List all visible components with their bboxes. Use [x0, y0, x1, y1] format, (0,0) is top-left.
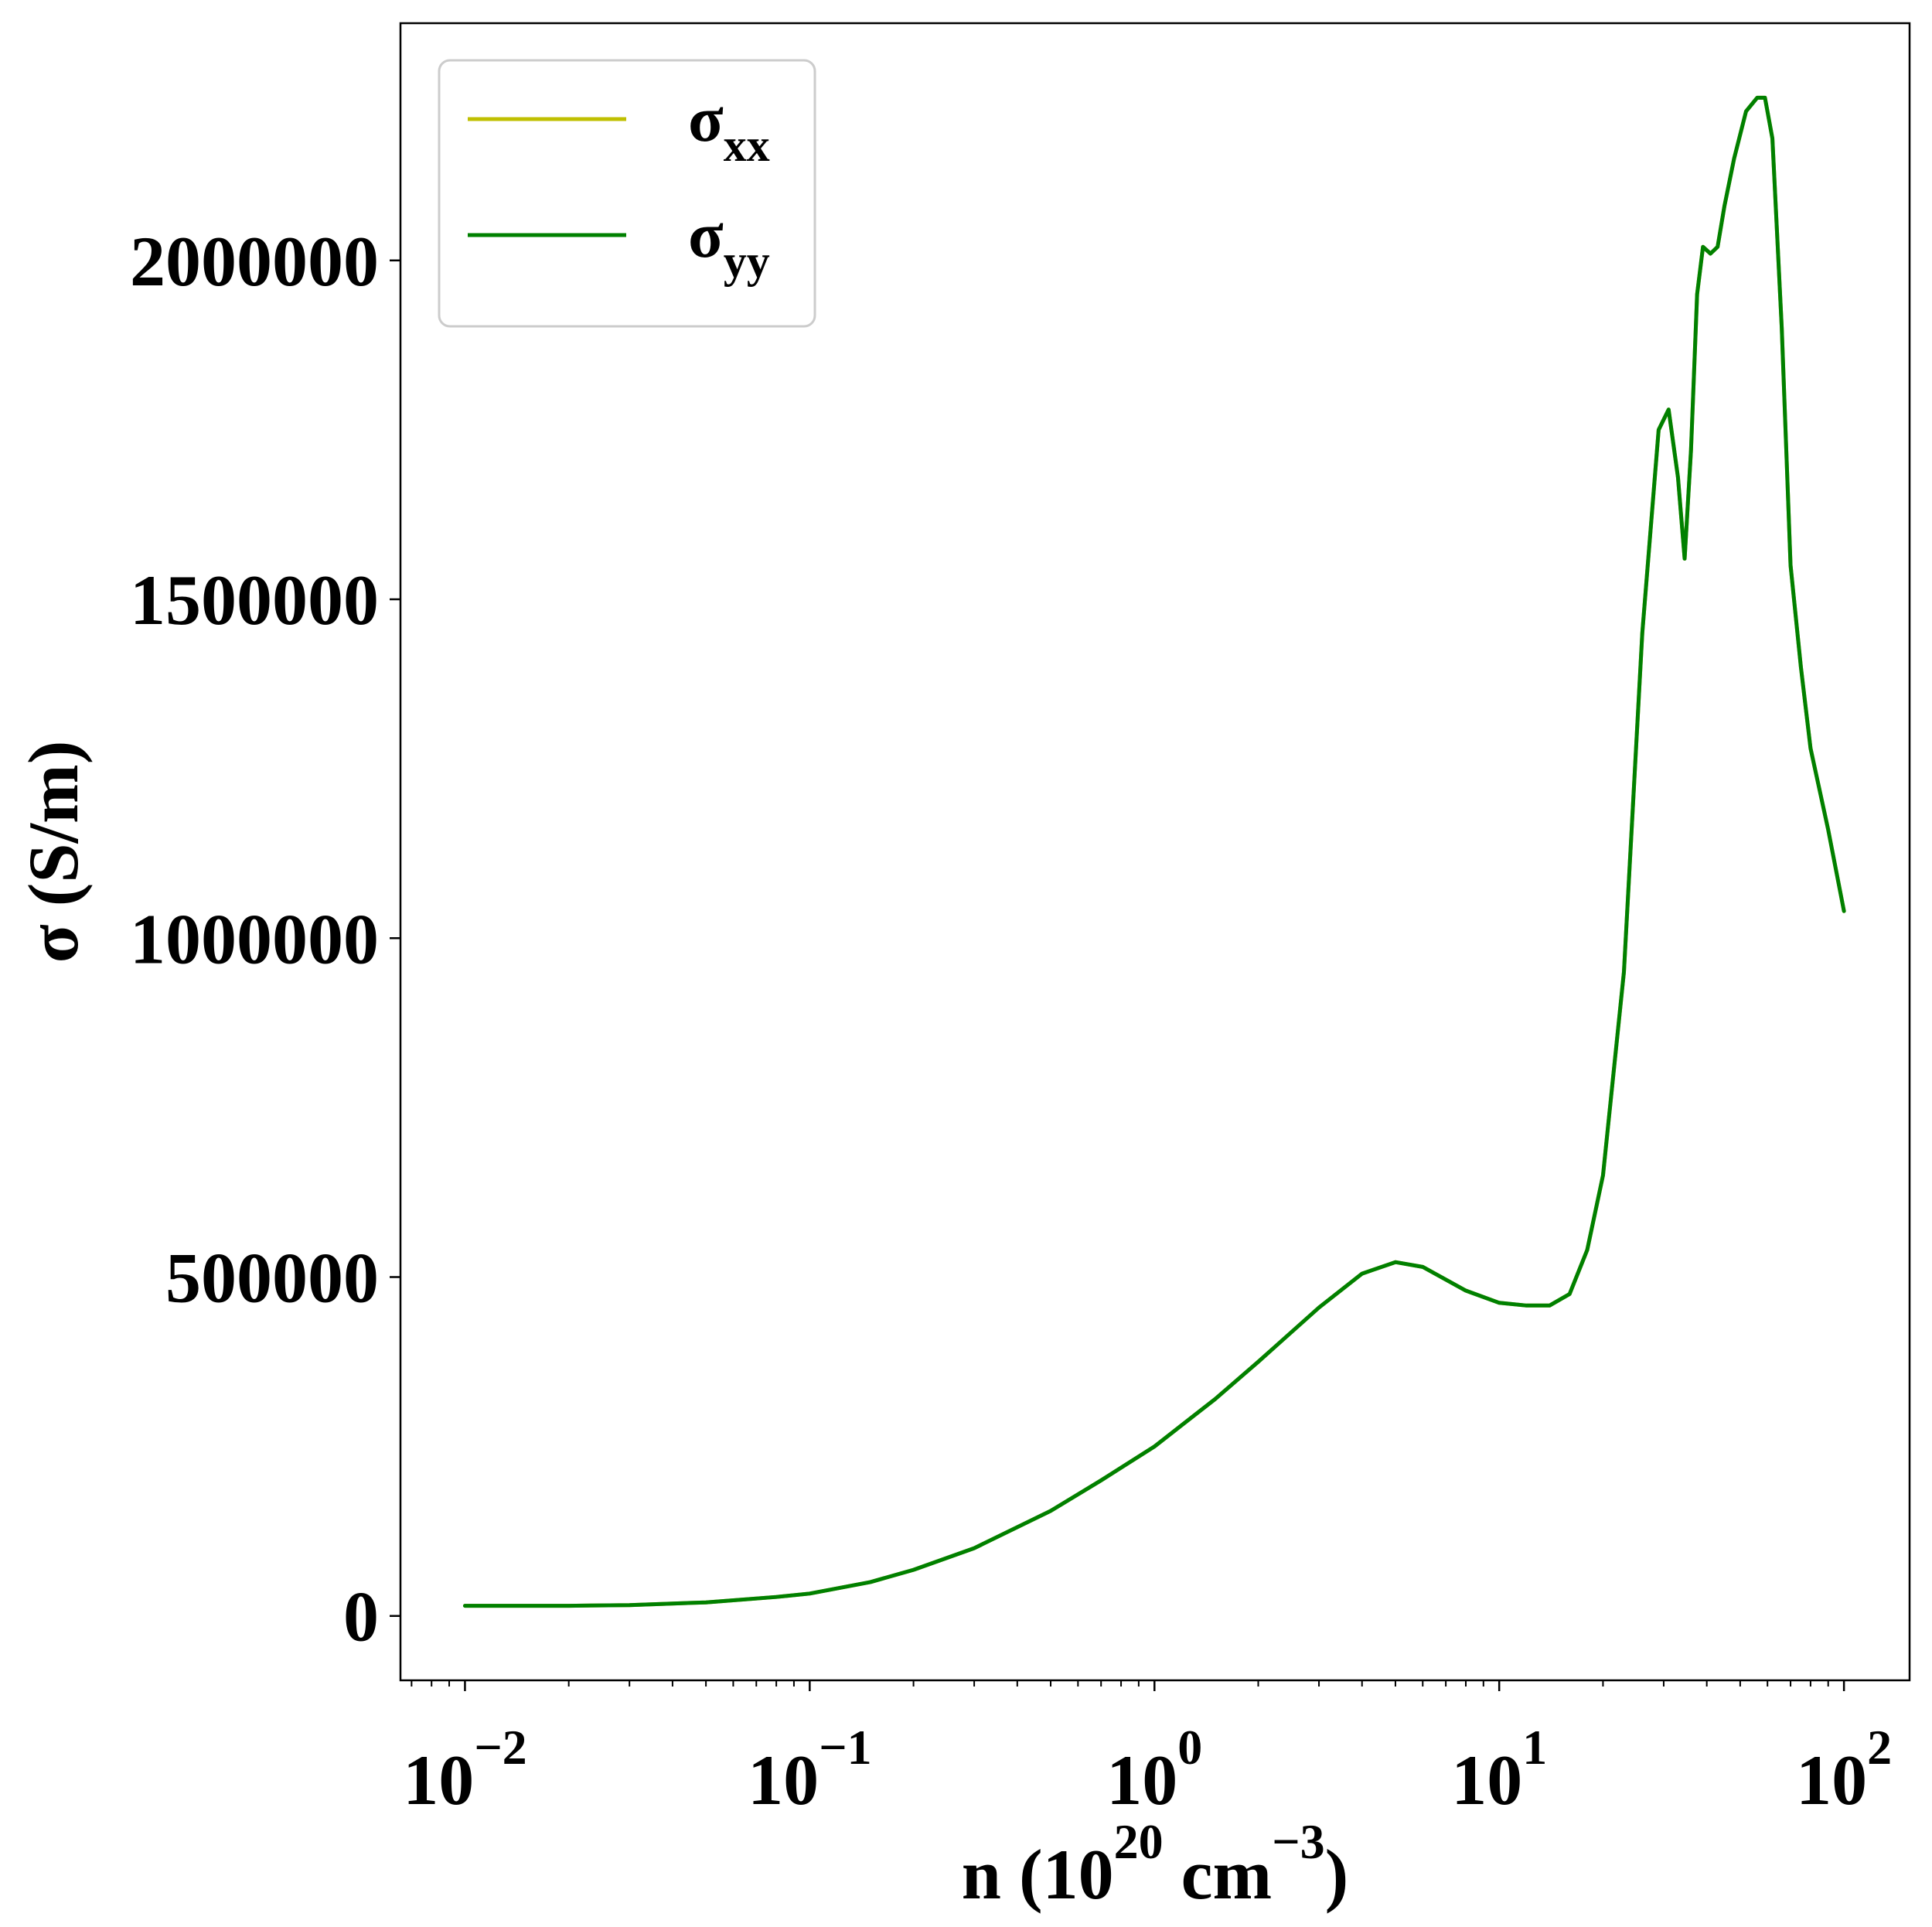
- axes-layer: 0 500000 1000000 1500000 2000000 10−2 10−1 100 1…: [14, 22, 1911, 1914]
- series-line-yy: [462, 95, 1846, 1608]
- x-tick-label: 101: [1451, 1720, 1547, 1820]
- x-tick-label: 10−2: [403, 1720, 526, 1820]
- y-tick-label: 2000000: [130, 222, 379, 301]
- legend: σxx σyy: [438, 59, 816, 328]
- legend-label-xx: σxx: [688, 84, 770, 171]
- y-tick-label: 0: [343, 1577, 379, 1656]
- x-tick-label: 102: [1796, 1720, 1892, 1820]
- legend-box: [438, 59, 816, 328]
- x-tick-label: 100: [1106, 1720, 1202, 1820]
- x-axis-label: n (1020 cm−3): [962, 1814, 1348, 1914]
- y-tick-label: 500000: [165, 1238, 379, 1317]
- y-tick-label: 1000000: [130, 899, 379, 978]
- x-tick-label: 10−1: [748, 1720, 871, 1820]
- y-axis-label: σ (S/m): [14, 741, 93, 964]
- series-layer: [462, 95, 1846, 1608]
- legend-label-yy: σyy: [688, 200, 770, 287]
- y-tick-label: 1500000: [130, 561, 379, 639]
